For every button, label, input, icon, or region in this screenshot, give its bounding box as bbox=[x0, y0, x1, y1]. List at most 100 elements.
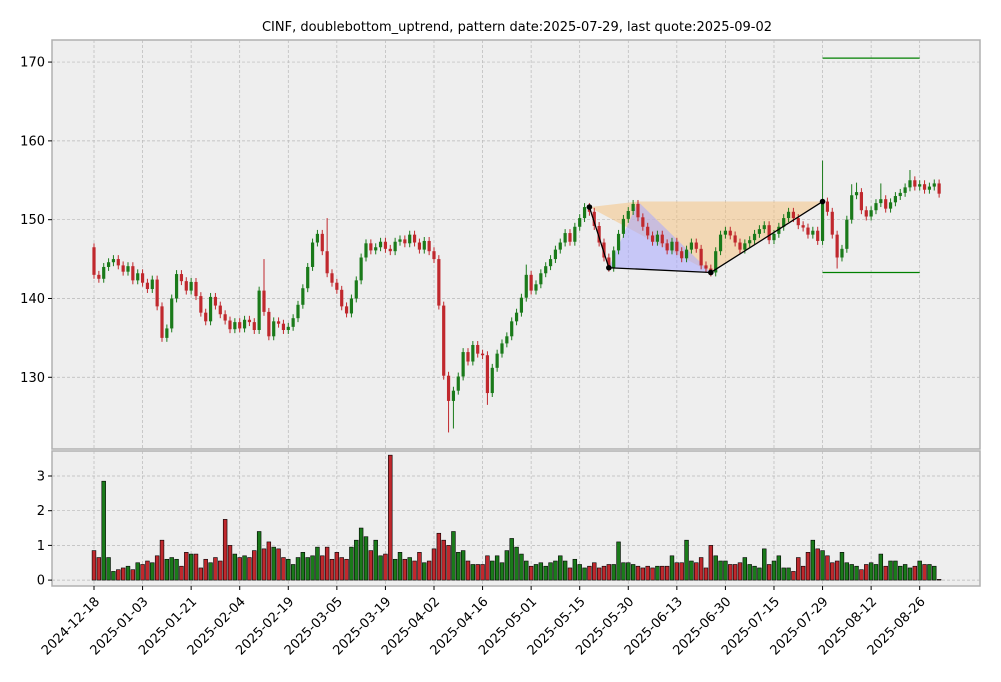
volume-bar bbox=[664, 565, 670, 581]
volume-bar bbox=[485, 555, 490, 581]
candle-body bbox=[374, 247, 378, 251]
volume-bar bbox=[742, 557, 748, 581]
candle-body bbox=[272, 321, 276, 337]
candle-body bbox=[757, 229, 762, 234]
candle-body bbox=[170, 298, 174, 329]
volume-tick-label: 2 bbox=[37, 504, 45, 519]
volume-bar bbox=[747, 564, 752, 581]
candle-body bbox=[772, 233, 776, 241]
candle-body bbox=[106, 262, 111, 267]
candle-body bbox=[631, 203, 635, 212]
volume-bar bbox=[116, 569, 121, 581]
volume-bar bbox=[417, 552, 422, 581]
volume-bar bbox=[800, 565, 806, 581]
candle-body bbox=[563, 233, 567, 243]
candle-body bbox=[238, 322, 242, 329]
candle-body bbox=[466, 352, 470, 362]
candle-body bbox=[796, 218, 800, 226]
candle-body bbox=[898, 192, 902, 197]
candle-body bbox=[859, 192, 864, 211]
candle-body bbox=[777, 226, 781, 234]
volume-bar bbox=[766, 564, 772, 581]
candle-body bbox=[845, 219, 849, 249]
pattern-point bbox=[819, 198, 826, 205]
volume-bar bbox=[655, 565, 660, 581]
volume-bar bbox=[587, 565, 592, 581]
volume-bar bbox=[621, 562, 626, 581]
volume-bar bbox=[776, 555, 782, 581]
candle-body bbox=[903, 187, 907, 193]
candle-body bbox=[131, 266, 135, 281]
volume-bar bbox=[912, 565, 918, 581]
candle-body bbox=[495, 353, 499, 368]
volume-bar bbox=[844, 562, 850, 581]
candle-body bbox=[869, 210, 873, 217]
candle-body bbox=[529, 274, 533, 291]
volume-bar bbox=[300, 552, 306, 581]
volume-bar bbox=[154, 555, 160, 581]
candle-body bbox=[485, 355, 490, 394]
candle-body bbox=[417, 242, 422, 250]
candle-body bbox=[626, 211, 630, 219]
candle-body bbox=[320, 233, 324, 252]
candle-body bbox=[111, 259, 116, 263]
candle-body bbox=[573, 226, 577, 242]
candle-body bbox=[641, 217, 645, 227]
volume-bar bbox=[373, 539, 378, 581]
volume-bar bbox=[635, 565, 641, 581]
volume-bar bbox=[514, 546, 519, 581]
volume-bar bbox=[237, 557, 242, 581]
volume-bar bbox=[446, 545, 451, 581]
candle-body bbox=[820, 201, 825, 241]
candle-body bbox=[442, 305, 446, 376]
y-tick-label: 170 bbox=[20, 56, 45, 71]
pattern-point bbox=[606, 264, 612, 271]
volume-bar bbox=[679, 562, 684, 581]
volume-bar bbox=[781, 567, 786, 581]
candle-body bbox=[136, 273, 140, 281]
volume-bar bbox=[762, 548, 767, 581]
candle-body bbox=[97, 274, 101, 279]
volume-bar bbox=[499, 562, 505, 581]
candle-body bbox=[680, 251, 684, 259]
candle-body bbox=[242, 319, 247, 329]
candle-body bbox=[801, 225, 805, 228]
volume-bar bbox=[426, 560, 432, 581]
candle-body bbox=[116, 259, 120, 266]
candle-body bbox=[650, 235, 655, 242]
volume-bar bbox=[451, 531, 456, 581]
volume-bar bbox=[757, 567, 762, 581]
volume-bar bbox=[562, 560, 568, 581]
volume-bar bbox=[533, 564, 539, 581]
volume-bar bbox=[830, 562, 835, 581]
volume-bar bbox=[718, 560, 723, 581]
volume-bar bbox=[873, 564, 879, 581]
volume-bar bbox=[159, 539, 165, 581]
volume-bar bbox=[839, 552, 845, 581]
volume-bar bbox=[344, 558, 349, 581]
candle-body bbox=[879, 199, 883, 204]
volume-bar bbox=[179, 565, 184, 581]
candle-body bbox=[208, 296, 213, 322]
volume-bar bbox=[261, 548, 267, 581]
volume-bar bbox=[368, 550, 374, 581]
candle-body bbox=[427, 240, 431, 252]
volume-bar bbox=[203, 558, 208, 581]
volume-bar bbox=[907, 567, 913, 581]
volume-tick-label: 1 bbox=[37, 539, 45, 554]
volume-bar bbox=[397, 552, 403, 581]
candle-body bbox=[782, 218, 786, 227]
candle-body bbox=[767, 225, 771, 241]
volume-bar bbox=[169, 557, 174, 581]
candle-body bbox=[548, 259, 553, 267]
candle-body bbox=[733, 235, 737, 243]
volume-bar bbox=[815, 548, 820, 581]
candle-body bbox=[121, 265, 125, 272]
volume-bar bbox=[917, 560, 922, 581]
candle-body bbox=[568, 233, 572, 242]
candle-body bbox=[553, 249, 558, 260]
candle-body bbox=[699, 248, 703, 266]
volume-bar bbox=[305, 557, 310, 581]
candle-body bbox=[524, 274, 528, 298]
